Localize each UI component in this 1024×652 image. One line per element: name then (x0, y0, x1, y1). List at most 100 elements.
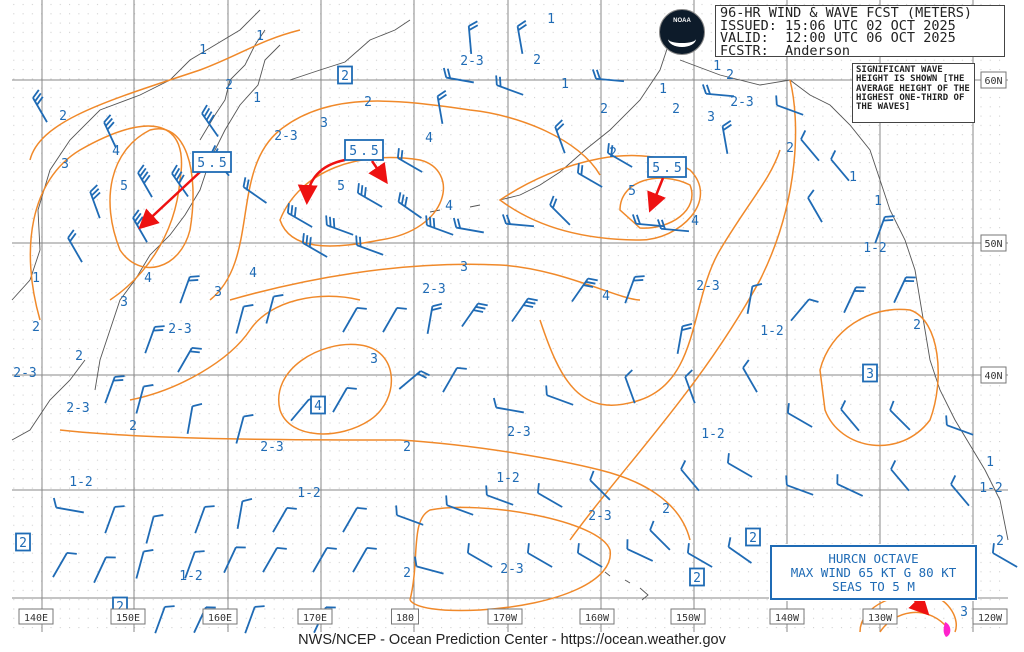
wind-barb (184, 550, 205, 579)
wave-height-label: 2-3 (274, 129, 297, 144)
coastlines (11, 9, 1009, 601)
wind-barb (436, 89, 447, 124)
arrow-max-seas-west (138, 171, 201, 230)
longitude-label: 180 (396, 613, 414, 624)
asia-coast (11, 9, 281, 441)
wave-height-label: 2 (129, 419, 137, 434)
wind-barb (746, 282, 763, 314)
wind-barb (545, 385, 574, 406)
wave-height-label: 5 (337, 179, 345, 194)
latitude-label: 40N (984, 371, 1002, 382)
wave-height-label: 1 (561, 77, 569, 92)
longitude-label-box (670, 608, 706, 625)
boxed-wave-height: 2 (749, 531, 757, 546)
wind-barb (342, 506, 367, 533)
wind-barb (398, 370, 430, 390)
wave-height-label: 2 (403, 566, 411, 581)
wave-height-label: 2 (609, 146, 617, 161)
wind-barb (775, 95, 804, 116)
wind-barb (624, 369, 636, 404)
max-seas-label-box (344, 139, 384, 161)
wave-height-label: 2-3 (588, 509, 611, 524)
wind-barb (467, 20, 479, 55)
wave-height-label: 2-3 (422, 282, 445, 297)
wave-height-label: 5 (628, 184, 636, 199)
wind-barb (836, 474, 864, 497)
wave-height-label: 2 (786, 141, 794, 156)
wave-height-label: 4 (602, 289, 610, 304)
wave-height-label: 3 (61, 157, 69, 172)
minor-grid (12, 0, 1008, 632)
wind-barb (536, 483, 563, 508)
wind-barb (785, 475, 814, 496)
hurricane-info-box: HURCN OCTAVE MAX WIND 65 KT G 80 KT SEAS T… (769, 544, 978, 601)
wave-height-label: 1-2 (297, 486, 320, 501)
wind-barb (154, 605, 175, 634)
wave-height-label: 2-3 (507, 425, 530, 440)
wind-barb (526, 543, 553, 568)
wave-height-label: 1-2 (863, 241, 886, 256)
wind-barb (554, 119, 566, 154)
max-seas-label: 5.5 (652, 161, 684, 176)
wind-barb (223, 546, 246, 574)
axis-labels: 140E 150E 160E 170E 180 170W 160W 150W 140W 130W 1… (18, 71, 1008, 625)
longitude-label-box (391, 608, 419, 625)
wave-height-label: 2 (403, 440, 411, 455)
wind-barb (592, 69, 625, 83)
wind-barb (342, 306, 367, 333)
wind-barbs (32, 19, 1018, 634)
wind-barb (177, 346, 202, 373)
wave-height-label: 3 (370, 352, 378, 367)
wind-barb (516, 19, 527, 54)
longitude-label-box (487, 608, 523, 625)
wind-barb (235, 414, 254, 444)
alaska-coast (289, 19, 1009, 541)
wind-barb (356, 183, 383, 208)
wind-barb (442, 366, 467, 393)
wave-height-label: 3 (707, 110, 715, 125)
wave-height-label: 1 (32, 271, 40, 286)
wind-barb (32, 89, 48, 123)
wave-height-legend: SIGNIFICANT WAVE HEIGHT IS SHOWN [THE AV… (852, 63, 975, 123)
wave-height-label: 2-3 (66, 401, 89, 416)
wind-barb (104, 505, 125, 534)
wind-barb (726, 453, 753, 478)
boxed-wave-height: 2 (693, 571, 701, 586)
longitude-label-box (18, 608, 54, 625)
wind-barb (549, 195, 571, 226)
contour (277, 343, 392, 435)
wave-height-label: 2-3 (500, 562, 523, 577)
wind-barb (576, 543, 603, 568)
wave-height-label: 2 (75, 349, 83, 364)
wind-barb (93, 556, 116, 584)
wind-barb (485, 485, 514, 506)
wind-barb (676, 322, 693, 354)
wind-barb (179, 275, 200, 304)
wind-barb (395, 505, 424, 526)
wind-barb (414, 556, 444, 575)
wind-barb (262, 546, 287, 573)
wind-barb (889, 400, 911, 431)
wind-barb (576, 163, 603, 188)
contour (279, 156, 445, 247)
contour (29, 29, 301, 161)
forecast-header: 96-HR WIND & WAVE FCST (METERS) ISSUED: 1… (715, 5, 1005, 57)
contour (539, 149, 781, 406)
wind-barb (301, 233, 328, 258)
boxed-wave-height-box (337, 65, 353, 85)
wind-barb (624, 275, 645, 304)
wave-height-label: 2 (672, 102, 680, 117)
wave-height-label: 4 (249, 266, 257, 281)
contour (209, 100, 601, 301)
wave-height-label: 1-2 (69, 475, 92, 490)
wave-height-label: 1 (659, 82, 667, 97)
contour (29, 125, 183, 321)
wind-barb (135, 384, 154, 414)
kamchatka-coast (199, 29, 266, 141)
boxed-wave-height: 3 (866, 367, 874, 382)
boxed-wave-height: 2 (341, 69, 349, 84)
wave-height-label: 1 (256, 29, 264, 44)
hurricane-wind: MAX WIND 65 KT G 80 KT (790, 565, 957, 580)
